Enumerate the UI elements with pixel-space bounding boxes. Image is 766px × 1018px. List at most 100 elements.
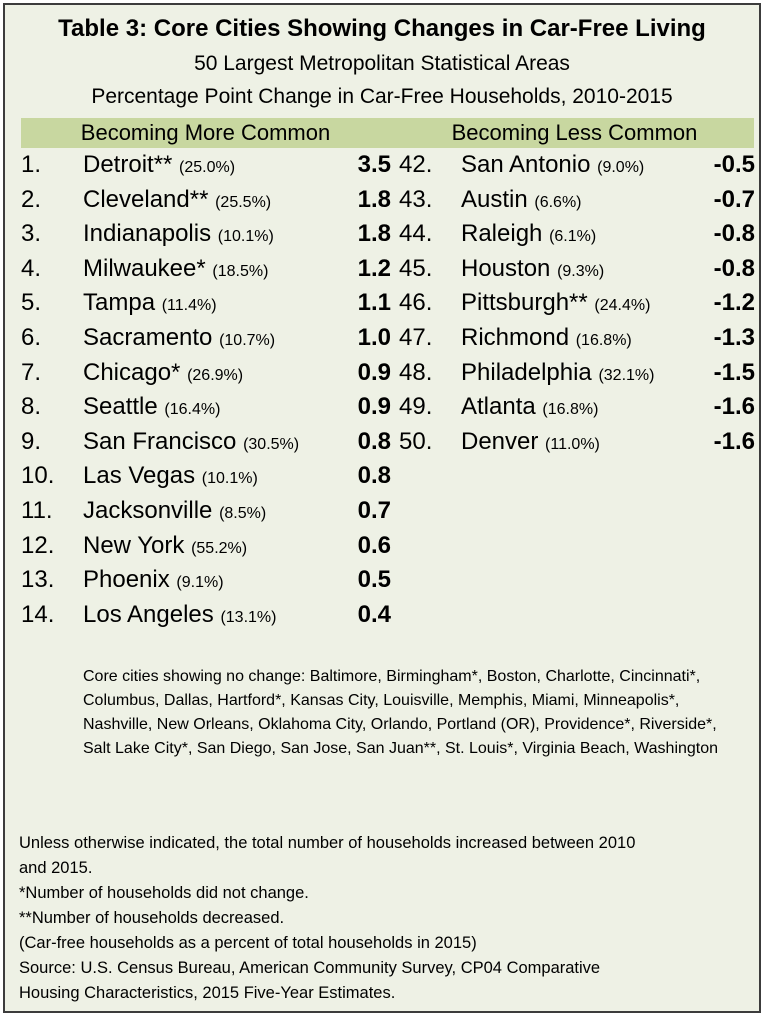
table-row-left: 6. Sacramento (10.7%) 1.0 (21, 321, 391, 355)
row-city: San Francisco (83, 427, 237, 455)
footnotes: Unless otherwise indicated, the total nu… (19, 831, 754, 1006)
row-change-value: 1.8 (357, 220, 391, 248)
row-rank: 10. (21, 462, 55, 490)
row-rank: 47. (399, 324, 433, 351)
row-car-free-percent: (30.5%) (243, 435, 300, 453)
row-car-free-percent: (26.9%) (187, 366, 244, 384)
row-city-cell: Seattle (16.4%) (83, 390, 220, 427)
footnote-line: Source: U.S. Census Bureau, American Com… (19, 959, 601, 977)
row-car-free-percent: (10.1%) (217, 228, 274, 246)
row-city-cell: Richmond (16.8%) (461, 321, 632, 358)
row-city: Jacksonville (83, 497, 213, 524)
row-change-value: 0.8 (357, 462, 391, 490)
table-row-left: 14. Los Angeles (13.1%) 0.4 (21, 598, 391, 632)
row-city-cell: Houston (9.3%) (461, 252, 604, 289)
row-rank: 13. (21, 566, 55, 594)
row-rank: 49. (399, 393, 433, 421)
row-city-cell: Philadelphia (32.1%) (461, 356, 654, 393)
row-city: San Antonio (461, 151, 591, 178)
table-row-right: 45. Houston (9.3%) -0.8 (399, 252, 755, 286)
table-row-left: 5. Tampa (11.4%) 1.1 (21, 286, 391, 320)
row-change-value: -0.7 (713, 185, 755, 213)
row-city: Atlanta (461, 393, 536, 421)
row-car-free-percent: (25.5%) (215, 193, 272, 211)
table-row-left: 4. Milwaukee* (18.5%) 1.2 (21, 252, 391, 286)
table-subtitle-1: 50 Largest Metropolitan Statistical Area… (194, 52, 570, 75)
row-rank: 2. (21, 185, 42, 213)
row-change-value: 1.1 (357, 289, 391, 317)
row-rank: 5. (21, 289, 42, 317)
row-car-free-percent: (8.5%) (219, 505, 267, 522)
row-city: Raleigh (461, 220, 543, 248)
row-change-value: -1.6 (713, 393, 755, 421)
row-city-cell: New York (55.2%) (83, 529, 247, 566)
row-city-cell: Cleveland** (25.5%) (83, 183, 271, 220)
row-city: Denver (461, 427, 539, 455)
row-car-free-percent: (10.7%) (219, 332, 276, 349)
row-city-cell: San Francisco (30.5%) (83, 425, 299, 462)
row-car-free-percent: (13.1%) (220, 608, 277, 626)
row-car-free-percent: (16.8%) (542, 401, 599, 419)
row-change-value: 1.0 (357, 324, 391, 351)
row-city: Tampa (83, 289, 156, 317)
row-change-value: -1.6 (713, 427, 755, 455)
row-rank: 11. (21, 497, 53, 524)
row-change-value: 0.7 (357, 497, 391, 524)
row-city-cell: Tampa (11.4%) (83, 286, 217, 323)
row-city-cell: Phoenix (9.1%) (83, 563, 224, 600)
row-change-value: -1.3 (713, 324, 755, 351)
row-city-cell: Milwaukee* (18.5%) (83, 252, 268, 289)
row-car-free-percent: (25.0%) (179, 159, 236, 176)
row-change-value: 0.9 (357, 393, 391, 421)
row-rank: 12. (21, 531, 55, 559)
table-row-left: 12. New York (55.2%) 0.6 (21, 529, 391, 563)
row-city-cell: Denver (11.0%) (461, 425, 600, 462)
table-row-left: 7. Chicago* (26.9%) 0.9 (21, 356, 391, 390)
row-rank: 43. (399, 185, 433, 213)
row-rank: 6. (21, 324, 42, 351)
row-city: Las Vegas (83, 462, 196, 490)
row-rank: 1. (21, 151, 42, 178)
row-city: Cleveland** (83, 185, 209, 213)
row-change-value: 0.8 (357, 427, 391, 455)
row-car-free-percent: (10.1%) (201, 470, 258, 488)
row-car-free-percent: (9.1%) (176, 574, 224, 592)
table-row-left: 13. Phoenix (9.1%) 0.5 (21, 563, 391, 597)
footnote-line: Unless otherwise indicated, the total nu… (19, 834, 636, 852)
table-row-left: 2. Cleveland** (25.5%) 1.8 (21, 183, 391, 217)
table-row-right: 49. Atlanta (16.8%) -1.6 (399, 390, 755, 424)
table-row-left: 11. Jacksonville (8.5%) 0.7 (21, 494, 391, 528)
header-more-common: Becoming More Common (80, 120, 331, 145)
table-row-right: 48. Philadelphia (32.1%) -1.5 (399, 356, 755, 390)
table-row-right: 42. San Antonio (9.0%) -0.5 (399, 148, 755, 182)
footnote-line: **Number of households decreased. (19, 909, 285, 927)
table-row-right: 43. Austin (6.6%) -0.7 (399, 183, 755, 217)
table-row-right: 44. Raleigh (6.1%) -0.8 (399, 217, 755, 251)
row-city-cell: San Antonio (9.0%) (461, 148, 644, 185)
row-city: Philadelphia (461, 358, 592, 386)
footnote-line: *Number of households did not change. (19, 884, 309, 902)
row-change-value: 0.9 (357, 358, 391, 386)
table-title: Table 3: Core Cities Showing Changes in … (58, 15, 706, 42)
footnote-line: and 2015. (19, 859, 93, 877)
row-car-free-percent: (18.5%) (212, 262, 269, 280)
row-car-free-percent: (11.4%) (161, 297, 217, 315)
row-city: New York (83, 531, 185, 559)
row-car-free-percent: (16.4%) (164, 401, 221, 419)
footnote-line: (Car-free households as a percent of tot… (19, 934, 477, 952)
row-car-free-percent: (9.0%) (597, 159, 645, 176)
row-rank: 50. (399, 427, 433, 455)
table-card: Table 3: Core Cities Showing Changes in … (3, 3, 761, 1013)
row-rank: 44. (399, 220, 433, 248)
row-change-value: -0.8 (713, 220, 755, 248)
row-city: Richmond (461, 324, 570, 351)
row-city-cell: Austin (6.6%) (461, 183, 582, 220)
row-rank: 4. (21, 254, 42, 282)
row-city: Seattle (83, 393, 158, 421)
table-row-right: 47. Richmond (16.8%) -1.3 (399, 321, 755, 355)
row-car-free-percent: (16.8%) (575, 332, 632, 349)
row-city-cell: Jacksonville (8.5%) (83, 494, 266, 531)
row-city-cell: Las Vegas (10.1%) (83, 459, 258, 496)
row-car-free-percent: (24.4%) (594, 297, 651, 315)
row-city: Pittsburgh** (461, 289, 588, 317)
